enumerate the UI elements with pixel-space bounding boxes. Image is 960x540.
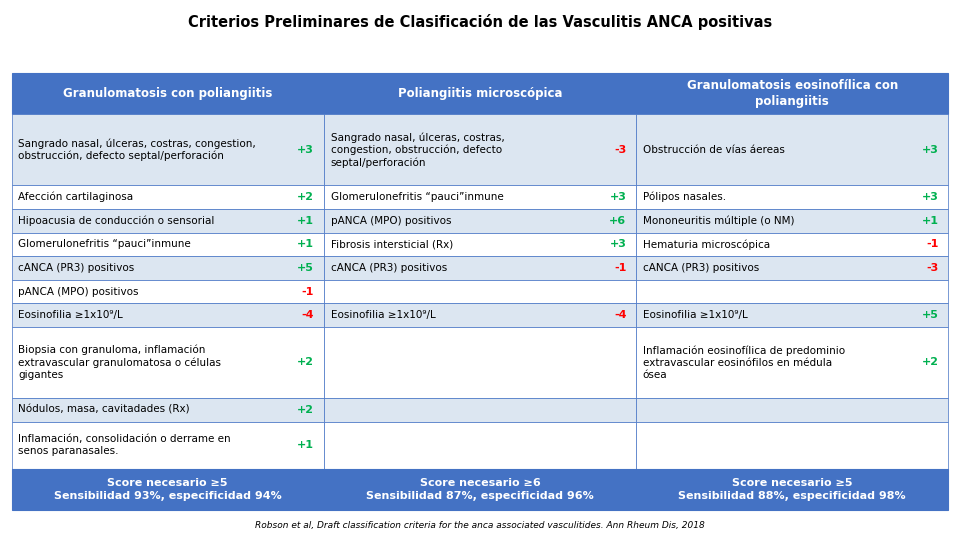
Bar bbox=[636, 256, 948, 280]
Text: -4: -4 bbox=[301, 310, 314, 320]
Bar bbox=[636, 233, 948, 256]
Bar bbox=[324, 114, 636, 185]
Text: +5: +5 bbox=[922, 310, 939, 320]
Text: +1: +1 bbox=[298, 239, 314, 249]
Bar bbox=[324, 73, 636, 114]
Bar bbox=[636, 280, 948, 303]
Text: -1: -1 bbox=[614, 263, 627, 273]
Text: +2: +2 bbox=[298, 357, 314, 367]
Bar bbox=[12, 303, 324, 327]
Bar bbox=[324, 469, 636, 510]
Text: +2: +2 bbox=[298, 192, 314, 202]
Bar bbox=[12, 233, 324, 256]
Bar bbox=[12, 185, 324, 209]
Text: +6: +6 bbox=[610, 216, 627, 226]
Text: -1: -1 bbox=[926, 239, 939, 249]
Text: +3: +3 bbox=[922, 145, 939, 155]
Text: Eosinofilia ≥1x10⁹/L: Eosinofilia ≥1x10⁹/L bbox=[643, 310, 748, 320]
Text: cANCA (PR3) positivos: cANCA (PR3) positivos bbox=[18, 263, 134, 273]
Bar bbox=[12, 327, 324, 398]
Text: +2: +2 bbox=[922, 357, 939, 367]
Bar bbox=[324, 280, 636, 303]
Bar bbox=[324, 209, 636, 233]
Bar bbox=[636, 398, 948, 422]
Text: Afección cartilaginosa: Afección cartilaginosa bbox=[18, 192, 133, 202]
Text: Eosinofilia ≥1x10⁹/L: Eosinofilia ≥1x10⁹/L bbox=[18, 310, 123, 320]
Text: Inflamación eosinofílica de predominio
extravascular eosinófilos en médula
ósea: Inflamación eosinofílica de predominio e… bbox=[643, 345, 845, 380]
Bar bbox=[324, 233, 636, 256]
Bar bbox=[636, 303, 948, 327]
Text: +2: +2 bbox=[298, 404, 314, 415]
Text: +5: +5 bbox=[298, 263, 314, 273]
Text: Criterios Preliminares de Clasificación de las Vasculitis ANCA positivas: Criterios Preliminares de Clasificación … bbox=[188, 14, 772, 30]
Text: +3: +3 bbox=[298, 145, 314, 155]
Bar bbox=[636, 114, 948, 185]
Bar bbox=[12, 209, 324, 233]
Text: Sangrado nasal, úlceras, costras,
congestion, obstrucción, defecto
septal/perfor: Sangrado nasal, úlceras, costras, conges… bbox=[330, 132, 504, 168]
Text: Inflamación, consolidación o derrame en
senos paranasales.: Inflamación, consolidación o derrame en … bbox=[18, 434, 230, 456]
Text: Hematuria microscópica: Hematuria microscópica bbox=[643, 239, 770, 249]
Text: -4: -4 bbox=[614, 310, 627, 320]
Text: Eosinofilia ≥1x10⁹/L: Eosinofilia ≥1x10⁹/L bbox=[330, 310, 435, 320]
Bar bbox=[324, 185, 636, 209]
Text: -3: -3 bbox=[614, 145, 627, 155]
Bar bbox=[12, 398, 324, 422]
Text: -3: -3 bbox=[926, 263, 939, 273]
Bar bbox=[324, 422, 636, 469]
Text: Nódulos, masa, cavitadades (Rx): Nódulos, masa, cavitadades (Rx) bbox=[18, 404, 190, 415]
Text: Glomerulonefritis “pauci”inmune: Glomerulonefritis “pauci”inmune bbox=[330, 192, 503, 202]
Text: Robson et al, Draft classification criteria for the anca associated vasculitides: Robson et al, Draft classification crite… bbox=[255, 521, 705, 530]
Text: pANCA (MPO) positivos: pANCA (MPO) positivos bbox=[330, 216, 451, 226]
Bar bbox=[636, 185, 948, 209]
Bar bbox=[324, 256, 636, 280]
Bar bbox=[324, 398, 636, 422]
Bar bbox=[12, 114, 324, 185]
Text: Score necesario ≥6
Sensibilidad 87%, especificidad 96%: Score necesario ≥6 Sensibilidad 87%, esp… bbox=[366, 478, 594, 501]
Bar bbox=[636, 327, 948, 398]
Text: Score necesario ≥5
Sensibilidad 88%, especificidad 98%: Score necesario ≥5 Sensibilidad 88%, esp… bbox=[679, 478, 906, 501]
Text: Mononeuritis múltiple (o NM): Mononeuritis múltiple (o NM) bbox=[643, 215, 794, 226]
Bar bbox=[12, 422, 324, 469]
Text: Granulomatosis eosinofílica con
poliangiitis: Granulomatosis eosinofílica con poliangi… bbox=[686, 79, 898, 108]
Bar bbox=[636, 469, 948, 510]
Text: Biopsia con granuloma, inflamación
extravascular granulomatosa o células
gigante: Biopsia con granuloma, inflamación extra… bbox=[18, 345, 221, 380]
Bar bbox=[12, 469, 324, 510]
Text: Hipoacusia de conducción o sensorial: Hipoacusia de conducción o sensorial bbox=[18, 215, 215, 226]
Text: -1: -1 bbox=[301, 287, 314, 296]
Bar bbox=[324, 327, 636, 398]
Bar bbox=[12, 280, 324, 303]
Bar bbox=[324, 303, 636, 327]
Text: Fibrosis intersticial (Rx): Fibrosis intersticial (Rx) bbox=[330, 239, 453, 249]
Bar bbox=[12, 73, 324, 114]
Text: +3: +3 bbox=[610, 192, 627, 202]
Bar bbox=[12, 256, 324, 280]
Text: Glomerulonefritis “pauci”inmune: Glomerulonefritis “pauci”inmune bbox=[18, 239, 191, 249]
Text: +1: +1 bbox=[298, 216, 314, 226]
Bar bbox=[636, 73, 948, 114]
Bar bbox=[636, 209, 948, 233]
Text: pANCA (MPO) positivos: pANCA (MPO) positivos bbox=[18, 287, 139, 296]
Text: cANCA (PR3) positivos: cANCA (PR3) positivos bbox=[643, 263, 759, 273]
Text: Pólipos nasales.: Pólipos nasales. bbox=[643, 192, 726, 202]
Text: Obstrucción de vías áereas: Obstrucción de vías áereas bbox=[643, 145, 784, 155]
Text: Granulomatosis con poliangiitis: Granulomatosis con poliangiitis bbox=[63, 87, 273, 100]
Text: cANCA (PR3) positivos: cANCA (PR3) positivos bbox=[330, 263, 446, 273]
Text: Sangrado nasal, úlceras, costras, congestion,
obstrucción, defecto septal/perfor: Sangrado nasal, úlceras, costras, conges… bbox=[18, 138, 256, 161]
Text: +1: +1 bbox=[298, 440, 314, 450]
Text: +1: +1 bbox=[922, 216, 939, 226]
Text: +3: +3 bbox=[922, 192, 939, 202]
Text: +3: +3 bbox=[610, 239, 627, 249]
Text: Score necesario ≥5
Sensibilidad 93%, especificidad 94%: Score necesario ≥5 Sensibilidad 93%, esp… bbox=[54, 478, 281, 501]
Bar bbox=[636, 422, 948, 469]
Text: Poliangiitis microscópica: Poliangiitis microscópica bbox=[397, 87, 563, 100]
